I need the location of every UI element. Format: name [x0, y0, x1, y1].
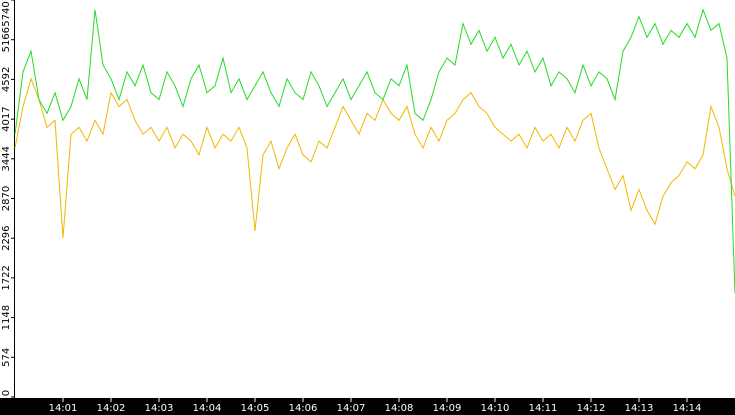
y-tick-label: 0	[1, 390, 12, 396]
y-tick-label: 4017	[1, 106, 12, 131]
x-tick-label: 14:14	[673, 403, 702, 414]
series-line	[14, 77, 735, 238]
x-tick-label: 14:08	[385, 403, 414, 414]
y-tick-label: 5166	[1, 27, 12, 52]
x-tick-label: 14:07	[337, 403, 366, 414]
x-tick-label: 14:05	[241, 403, 270, 414]
x-tick-label: 14:09	[433, 403, 462, 414]
x-tick-label: 14:04	[193, 403, 222, 414]
y-tick-label: 1148	[1, 305, 12, 330]
x-tick-label: 14:13	[625, 403, 654, 414]
y-tick-label: 2870	[1, 186, 12, 211]
y-tick-label: 2296	[1, 225, 12, 250]
x-tick-label: 14:06	[289, 403, 318, 414]
x-tick-label: 14:01	[49, 403, 78, 414]
series-line	[14, 8, 735, 294]
x-tick-label: 14:10	[481, 403, 510, 414]
x-tick-label: 14:02	[97, 403, 126, 414]
y-tick-label: 3444	[1, 146, 12, 171]
y-tick-label: 5740	[1, 1, 12, 26]
x-axis-bar	[0, 398, 735, 415]
x-tick-label: 14:12	[577, 403, 606, 414]
y-tick-label: 4592	[1, 67, 12, 92]
x-tick-label: 14:11	[529, 403, 558, 414]
y-tick-label: 574	[1, 348, 12, 367]
x-tick-label: 14:03	[145, 403, 174, 414]
y-tick-label: 1722	[1, 265, 12, 290]
